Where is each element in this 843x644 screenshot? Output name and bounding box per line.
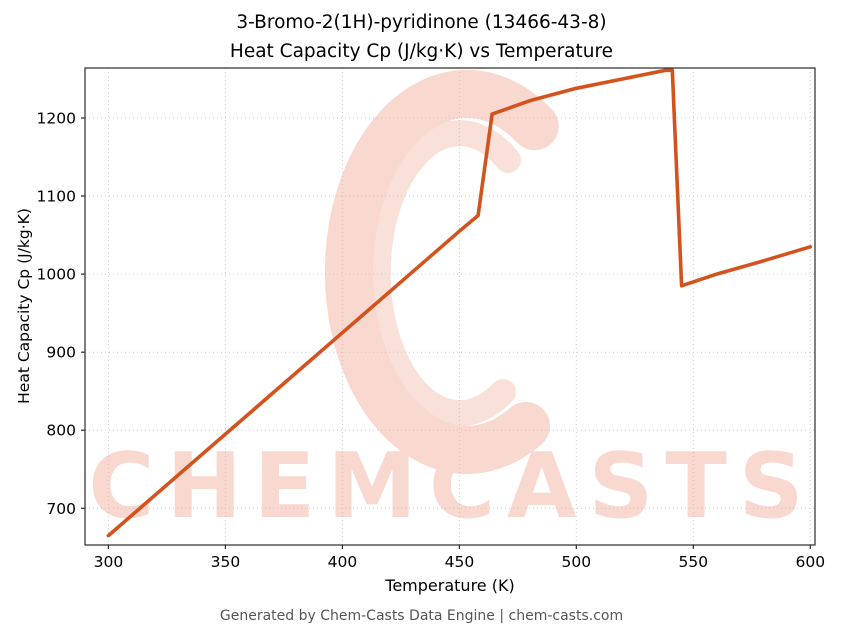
x-tick-label: 600 [796,553,826,571]
x-axis-label: Temperature (K) [385,576,515,595]
x-tick-label: 300 [94,553,124,571]
chart-title-line2: Heat Capacity Cp (J/kg·K) vs Temperature [229,41,614,62]
gridlines [85,68,815,545]
x-tick-label: 450 [445,553,475,571]
watermark: CHEMCASTS [88,69,815,539]
watermark-c-logo [324,69,559,474]
y-tick-label: 1200 [37,110,76,128]
x-tick-label: 350 [211,553,241,571]
y-tick-label: 700 [46,500,76,518]
y-ticks: 700 800 900 1000 1100 1200 [37,110,85,518]
y-tick-label: 900 [46,344,76,362]
watermark-c-logo-inner [364,120,521,427]
y-tick-label: 1100 [37,188,76,206]
y-tick-label: 1000 [37,266,76,284]
footer-text: Generated by Chem-Casts Data Engine | ch… [219,608,624,624]
x-tick-label: 550 [679,553,709,571]
y-tick-label: 800 [46,422,76,440]
series-line [106,68,813,538]
x-tick-label: 500 [562,553,592,571]
axes-box [84,67,816,546]
watermark-text: CHEMCASTS [88,434,815,539]
x-ticks: 300 350 400 450 500 550 600 [94,545,825,571]
chart-title: 3-Bromo-2(1H)-pyridinone (13466-43-8) He… [0,8,843,66]
chart-title-line1: 3-Bromo-2(1H)-pyridinone (13466-43-8) [236,12,607,33]
x-tick-label: 400 [328,553,358,571]
